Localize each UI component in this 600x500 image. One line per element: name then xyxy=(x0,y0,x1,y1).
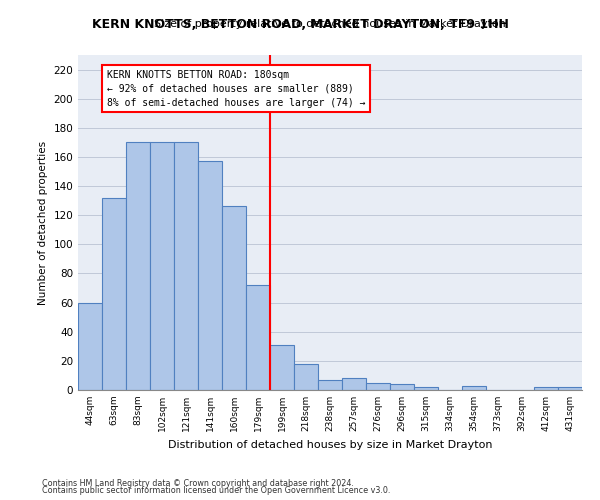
Bar xyxy=(366,382,390,390)
Text: KERN KNOTTS BETTON ROAD: 180sqm
← 92% of detached houses are smaller (889)
8% of: KERN KNOTTS BETTON ROAD: 180sqm ← 92% of… xyxy=(107,70,365,108)
Bar xyxy=(222,206,246,390)
Bar xyxy=(342,378,366,390)
Bar xyxy=(198,162,222,390)
Text: KERN KNOTTS, BETTON ROAD, MARKET DRAYTON, TF9 1HH: KERN KNOTTS, BETTON ROAD, MARKET DRAYTON… xyxy=(92,18,508,30)
Bar xyxy=(294,364,318,390)
Bar xyxy=(78,302,102,390)
Y-axis label: Number of detached properties: Number of detached properties xyxy=(38,140,48,304)
Bar xyxy=(558,387,582,390)
Bar xyxy=(102,198,126,390)
Text: Contains HM Land Registry data © Crown copyright and database right 2024.: Contains HM Land Registry data © Crown c… xyxy=(42,478,354,488)
Bar xyxy=(462,386,486,390)
Bar xyxy=(534,387,558,390)
Bar xyxy=(390,384,414,390)
Text: Contains public sector information licensed under the Open Government Licence v3: Contains public sector information licen… xyxy=(42,486,391,495)
Bar xyxy=(126,142,150,390)
Bar xyxy=(318,380,342,390)
Title: Size of property relative to detached houses in Market Drayton: Size of property relative to detached ho… xyxy=(154,19,506,29)
Bar xyxy=(150,142,174,390)
Bar xyxy=(270,345,294,390)
Bar xyxy=(414,387,438,390)
X-axis label: Distribution of detached houses by size in Market Drayton: Distribution of detached houses by size … xyxy=(168,440,492,450)
Bar xyxy=(246,285,270,390)
Bar xyxy=(174,142,198,390)
